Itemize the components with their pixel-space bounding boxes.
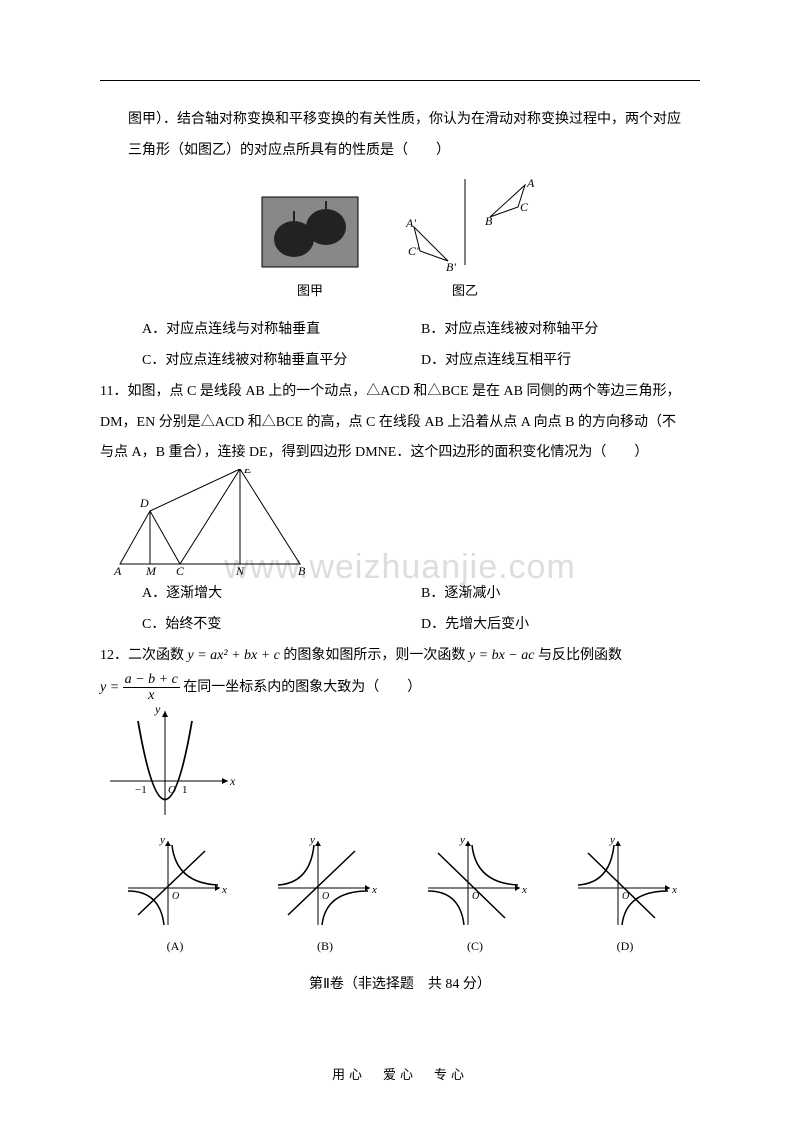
q12-eq1: y = ax² + bx + c (188, 648, 280, 663)
svg-text:A: A (113, 564, 122, 578)
section-2-title: 第Ⅱ卷（非选择题 共 84 分） (100, 970, 700, 1001)
q12-label-b: (B) (270, 933, 380, 959)
q10-line1: 图甲）．结合轴对称变换和平移变换的有关性质，你认为在滑动对称变换过程中，两个对应 (128, 105, 700, 136)
svg-text:y: y (309, 834, 315, 846)
svg-text:y: y (459, 834, 465, 846)
q10-figures: 图甲 A B C A' B' C' 图乙 (100, 177, 700, 306)
q12-eq2: y = bx − ac (469, 648, 535, 663)
fig-yi: A B C A' B' C' 图乙 (390, 177, 540, 306)
q12-option-graphs: x y O (A) x y O (B) x y O (C) (100, 833, 700, 959)
q12-main-graph: x y −1 O 1 (100, 703, 700, 823)
page-content: 图甲）．结合轴对称变换和平移变换的有关性质，你认为在滑动对称变换过程中，两个对应… (100, 105, 700, 1089)
q12-graph-c: x y O (C) (420, 833, 530, 959)
q10-line2: 三角形（如图乙）的对应点所具有的性质是（ ） (128, 136, 700, 167)
svg-text:A': A' (405, 216, 416, 230)
svg-text:x: x (671, 884, 677, 896)
svg-text:M: M (145, 564, 157, 578)
q12-label-a: (A) (120, 933, 230, 959)
svg-text:C: C (176, 564, 185, 578)
svg-text:A: A (526, 177, 535, 190)
q12-graph-d: x y O (D) (570, 833, 680, 959)
svg-text:y: y (609, 834, 615, 846)
svg-text:−1: −1 (135, 784, 147, 796)
q12-graph-a: x y O (A) (120, 833, 230, 959)
svg-text:D: D (139, 496, 149, 510)
q11-line3: 与点 A，B 重合），连接 DE，得到四边形 DMNE．这个四边形的面积变化情况… (100, 438, 700, 469)
fig-jia: 图甲 (260, 195, 360, 306)
svg-text:B': B' (446, 260, 456, 274)
q12-label-c: (C) (420, 933, 530, 959)
svg-text:C: C (520, 200, 529, 214)
svg-text:N: N (235, 564, 245, 578)
q12-graph-b: x y O (B) (270, 833, 380, 959)
q11-opt-a: A．逐渐增大 (142, 579, 421, 610)
svg-text:C': C' (408, 244, 419, 258)
q10-options: A．对应点连线与对称轴垂直 B．对应点连线被对称轴平分 C．对应点连线被对称轴垂… (142, 315, 700, 377)
svg-text:E: E (243, 469, 252, 476)
svg-text:x: x (229, 774, 236, 788)
q12-line1: 12．二次函数 y = ax² + bx + c 的图象如图所示，则一次函数 y… (100, 641, 700, 672)
svg-text:x: x (521, 884, 527, 896)
svg-text:O: O (322, 891, 329, 902)
fig-jia-caption: 图甲 (260, 277, 360, 306)
q12-fraction: a − b + cx (123, 672, 180, 704)
svg-text:x: x (371, 884, 377, 896)
q10-opt-d: D．对应点连线互相平行 (421, 346, 700, 377)
top-rule (100, 80, 700, 81)
svg-text:B: B (298, 564, 306, 578)
fig-yi-caption: 图乙 (390, 277, 540, 306)
q11-line1: 11．如图，点 C 是线段 AB 上的一个动点，△ACD 和△BCE 是在 AB… (100, 377, 700, 408)
q11-opt-b: B．逐渐减小 (421, 579, 700, 610)
q11-opt-d: D．先增大后变小 (421, 610, 700, 641)
q11-figure: A M C N B D E (100, 469, 700, 579)
q10-opt-a: A．对应点连线与对称轴垂直 (142, 315, 421, 346)
svg-text:y: y (159, 834, 165, 846)
page-footer: 用心 爱心 专心 (100, 1061, 700, 1090)
svg-text:O: O (172, 891, 179, 902)
svg-text:O: O (622, 891, 629, 902)
q11-opt-c: C．始终不变 (142, 610, 421, 641)
svg-text:y: y (154, 703, 161, 716)
q10-opt-c: C．对应点连线被对称轴垂直平分 (142, 346, 421, 377)
q12-label-d: (D) (570, 933, 680, 959)
q10-opt-b: B．对应点连线被对称轴平分 (421, 315, 700, 346)
q12-line2: y = a − b + cx 在同一坐标系内的图象大致为（ ） (100, 672, 700, 704)
svg-text:1: 1 (182, 784, 188, 796)
q11-line2: DM，EN 分别是△ACD 和△BCE 的高，点 C 在线段 AB 上沿着从点 … (100, 408, 700, 439)
svg-text:O: O (472, 891, 479, 902)
q11-options: A．逐渐增大 B．逐渐减小 C．始终不变 D．先增大后变小 (142, 579, 700, 641)
svg-text:O: O (168, 784, 176, 796)
svg-text:x: x (221, 884, 227, 896)
svg-text:B: B (485, 214, 493, 228)
